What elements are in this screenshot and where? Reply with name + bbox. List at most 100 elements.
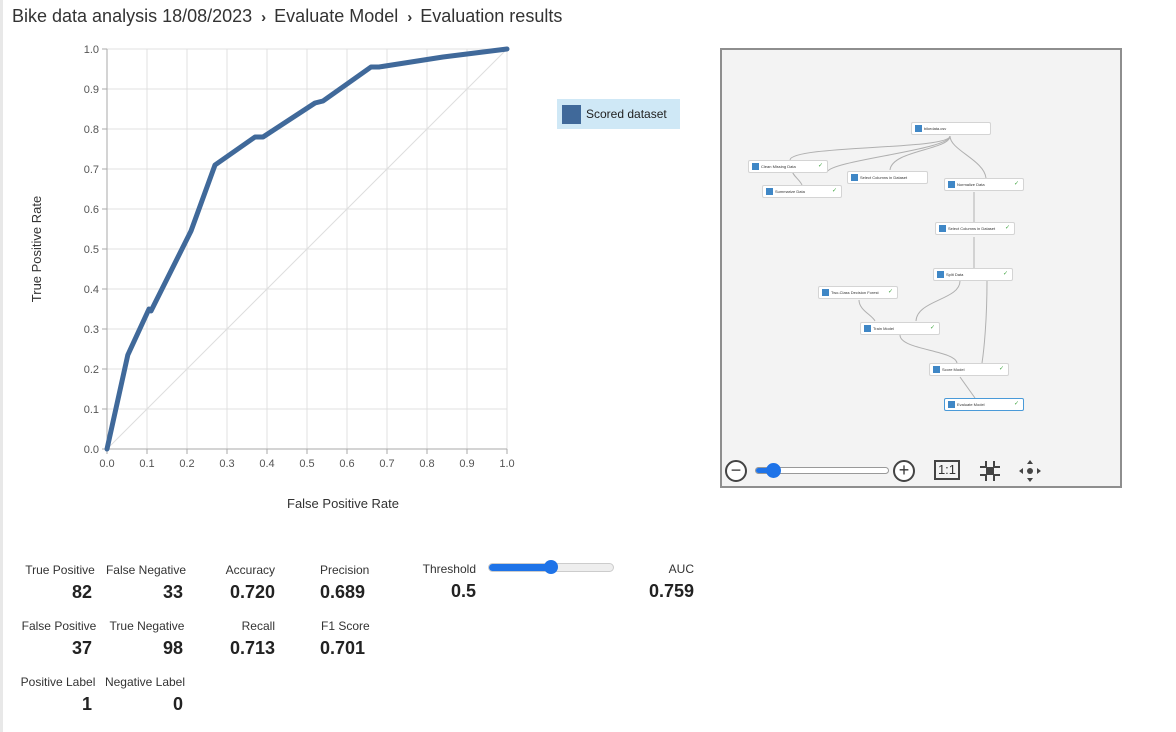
node-clean-missing-data[interactable]: Clean Missing Data ✓ — [748, 160, 828, 173]
x-axis-label: False Positive Rate — [287, 496, 399, 511]
y-tick-label: 0.7 — [84, 164, 99, 176]
positive-label-value: 1 — [40, 694, 92, 715]
module-icon — [752, 163, 759, 170]
success-check-icon: ✓ — [1005, 223, 1010, 234]
connector — [859, 300, 875, 321]
true-positive-label: True Positive — [24, 563, 96, 577]
dataset-icon — [915, 125, 922, 132]
node-split-data[interactable]: Split Data ✓ — [933, 268, 1013, 281]
pipeline-graph-panel[interactable]: bikedata.csv Clean Missing Data ✓ Select … — [720, 48, 1122, 488]
x-tick-label: 0.3 — [219, 458, 234, 470]
node-bikedata-csv[interactable]: bikedata.csv — [911, 122, 991, 135]
node-select-columns-2[interactable]: Select Columns in Dataset ✓ — [935, 222, 1015, 235]
x-tick-label: 0.7 — [379, 458, 394, 470]
success-check-icon: ✓ — [1014, 179, 1019, 190]
x-tick-label: 0.4 — [259, 458, 274, 470]
threshold-label: Threshold — [410, 562, 476, 576]
connector — [790, 136, 950, 160]
y-tick-label: 0.8 — [84, 124, 99, 136]
connector — [960, 377, 975, 398]
threshold-slider[interactable] — [488, 562, 614, 573]
node-select-columns-1[interactable]: Select Columns in Dataset — [847, 171, 928, 184]
node-two-class-decision-forest[interactable]: Two-Class Decision Forest ✓ — [818, 286, 898, 299]
breadcrumb: Bike data analysis 18/08/2023 › Evaluate M… — [12, 6, 562, 27]
false-positive-value: 37 — [40, 638, 92, 659]
y-axis-label: True Positive Rate — [29, 196, 44, 302]
pan-icon[interactable] — [1018, 459, 1042, 483]
connector — [982, 281, 987, 363]
connector — [827, 136, 950, 172]
false-negative-label: False Negative — [104, 563, 188, 577]
success-check-icon: ✓ — [832, 186, 837, 197]
chart-legend[interactable]: Scored dataset — [557, 99, 680, 129]
negative-label-value: 0 — [130, 694, 183, 715]
auc-label: AUC — [630, 562, 694, 576]
connector — [950, 136, 986, 178]
true-negative-value: 98 — [130, 638, 183, 659]
zoom-in-button[interactable]: + — [893, 460, 915, 482]
module-icon — [937, 271, 944, 278]
fit-to-screen-icon[interactable] — [978, 459, 1002, 483]
legend-label: Scored dataset — [586, 107, 667, 121]
model-icon — [864, 325, 871, 332]
zoom-out-button[interactable]: − — [725, 460, 747, 482]
breadcrumb-separator: › — [261, 9, 266, 26]
zoom-actual-size-button[interactable]: 1:1 — [934, 460, 960, 480]
breadcrumb-item-experiment[interactable]: Bike data analysis 18/08/2023 — [12, 6, 252, 26]
x-tick-label: 0.0 — [99, 458, 114, 470]
graph-zoom-toolbar: − + 1:1 — [722, 456, 1120, 484]
breadcrumb-item-evaluate-model[interactable]: Evaluate Model — [274, 6, 398, 26]
node-evaluate-model[interactable]: Evaluate Model ✓ — [944, 398, 1024, 411]
true-negative-label: True Negative — [106, 619, 188, 633]
f1-score-value: 0.701 — [320, 638, 365, 659]
x-tick-label: 0.2 — [179, 458, 194, 470]
y-tick-label: 0.2 — [84, 364, 99, 376]
node-summarize-data[interactable]: Summarize Data ✓ — [762, 185, 842, 198]
module-icon — [939, 225, 946, 232]
node-train-model[interactable]: Train Model ✓ — [860, 322, 940, 335]
recall-value: 0.713 — [210, 638, 275, 659]
precision-value: 0.689 — [320, 582, 365, 603]
precision-label: Precision — [320, 563, 369, 577]
node-normalize-data[interactable]: Normalize Data ✓ — [944, 178, 1024, 191]
x-tick-label: 0.6 — [339, 458, 354, 470]
f1-score-label: F1 Score — [321, 619, 370, 633]
y-tick-label: 0.9 — [84, 84, 99, 96]
module-icon — [948, 181, 955, 188]
y-tick-label: 0.0 — [84, 444, 99, 456]
model-icon — [822, 289, 829, 296]
pipeline-connectors — [722, 50, 1122, 488]
y-tick-label: 0.3 — [84, 324, 99, 336]
threshold-slider-thumb[interactable] — [544, 560, 558, 574]
x-tick-label: 0.9 — [459, 458, 474, 470]
node-score-model[interactable]: Score Model ✓ — [929, 363, 1009, 376]
x-tick-label: 0.5 — [299, 458, 314, 470]
y-tick-label: 0.5 — [84, 244, 99, 256]
accuracy-value: 0.720 — [210, 582, 275, 603]
false-negative-value: 33 — [130, 582, 183, 603]
negative-label-label: Negative Label — [101, 675, 189, 689]
breadcrumb-separator: › — [407, 9, 412, 26]
accuracy-label: Accuracy — [210, 563, 275, 577]
false-positive-label: False Positive — [20, 619, 98, 633]
model-icon — [948, 401, 955, 408]
y-tick-label: 0.6 — [84, 204, 99, 216]
success-check-icon: ✓ — [930, 323, 935, 334]
positive-label-label: Positive Label — [18, 675, 98, 689]
breadcrumb-item-evaluation-results: Evaluation results — [420, 6, 562, 26]
success-check-icon: ✓ — [1014, 399, 1019, 410]
connector — [900, 335, 957, 363]
x-tick-label: 0.1 — [139, 458, 154, 470]
threshold-slider-fill — [489, 564, 552, 571]
success-check-icon: ✓ — [888, 287, 893, 298]
recall-label: Recall — [210, 619, 275, 633]
auc-value: 0.759 — [630, 581, 694, 602]
success-check-icon: ✓ — [818, 161, 823, 172]
connector — [916, 281, 960, 321]
zoom-slider-thumb[interactable] — [766, 463, 781, 478]
model-icon — [933, 366, 940, 373]
legend-swatch — [562, 105, 581, 124]
zoom-slider[interactable] — [755, 467, 889, 474]
module-icon — [851, 174, 858, 181]
y-tick-label: 1.0 — [84, 44, 99, 56]
